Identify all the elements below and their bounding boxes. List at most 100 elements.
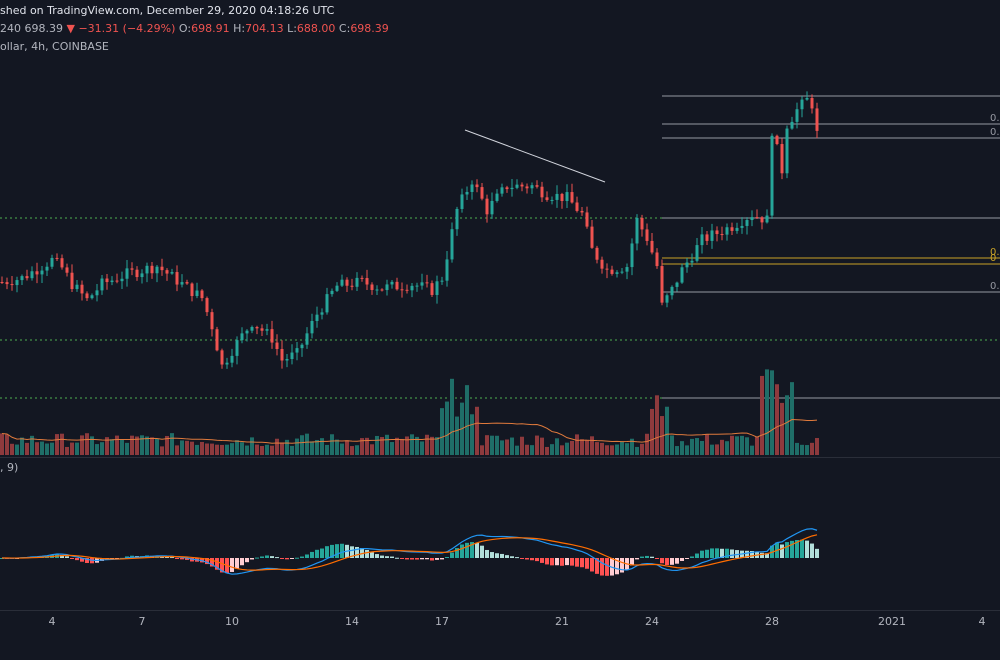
published-line: shed on TradingView.com, December 29, 20… [0, 4, 334, 17]
candle-body [775, 135, 779, 145]
volume-bar [480, 445, 484, 455]
volume-bar [185, 440, 189, 455]
candle-body [680, 267, 684, 283]
macd-histogram-bar [365, 549, 369, 558]
candle-body [135, 269, 139, 278]
candle-body [460, 194, 464, 209]
macd-histogram-bar [265, 555, 269, 558]
macd-histogram-bar [250, 558, 254, 560]
volume-bar [175, 445, 179, 455]
candle-body [440, 280, 444, 282]
volume-bar [400, 438, 404, 455]
macd-histogram-bar [185, 558, 189, 560]
macd-histogram-bar [470, 542, 474, 558]
volume-bar [300, 435, 304, 455]
candle-body [60, 258, 64, 268]
fib-label-5: 0 [990, 253, 996, 264]
candle-body [110, 280, 114, 283]
candle-body [140, 273, 144, 278]
macd-histogram-bar [270, 556, 274, 558]
macd-histogram-bar [515, 557, 519, 559]
volume-bar [40, 441, 44, 455]
x-tick-label-8: 2021 [878, 615, 906, 628]
candle-body [260, 328, 264, 331]
macd-histogram-bar [580, 558, 584, 568]
volume-bar [475, 406, 479, 455]
macd-histogram-bar [635, 558, 639, 560]
volume-bar [390, 442, 394, 455]
macd-histogram-bar [575, 558, 579, 567]
macd-histogram-bar [60, 554, 64, 558]
macd-histogram-bar [605, 558, 609, 576]
candle-body [345, 279, 349, 286]
candle-body [795, 109, 799, 122]
volume-bar [255, 444, 259, 455]
macd-histogram-bar [435, 558, 439, 560]
volume-bar [275, 438, 279, 455]
candle-body [420, 282, 424, 286]
volume-bar [95, 444, 99, 455]
macd-histogram-bar [585, 558, 589, 569]
macd-histogram-bar [215, 558, 219, 570]
candle-body [375, 289, 379, 291]
candle-body [665, 295, 669, 303]
candle-body [400, 289, 404, 291]
macd-histogram-bar [535, 558, 539, 562]
volume-bar [55, 434, 59, 455]
volume-bar [580, 439, 584, 455]
candle-body [10, 284, 14, 286]
volume-bar [10, 443, 14, 455]
candle-body [360, 277, 364, 279]
candle-body [735, 227, 739, 231]
macd-histogram-bar [230, 558, 234, 572]
volume-bar [85, 433, 89, 455]
macd-histogram-bar [395, 557, 399, 559]
volume-bar [815, 438, 819, 455]
volume-bar [590, 436, 594, 455]
volume-bar [280, 442, 284, 455]
candle-body [805, 98, 809, 100]
volume-bar [0, 433, 4, 455]
high-label: H: [233, 22, 246, 35]
volume-bar [495, 435, 499, 455]
volume-bar [700, 440, 704, 455]
open-label: O: [178, 22, 192, 35]
candle-body [625, 267, 629, 272]
candle-body [190, 283, 194, 297]
macd-histogram-bar [645, 555, 649, 558]
volume-bar [535, 435, 539, 455]
macd-histogram-bar [540, 558, 544, 563]
candle-body [815, 108, 819, 131]
volume-bar [530, 445, 534, 455]
macd-histogram-bar [400, 558, 404, 559]
macd-histogram-bar [680, 558, 684, 561]
candle-body [265, 329, 269, 331]
volume-bar [540, 437, 544, 455]
candle-body [535, 185, 539, 187]
volume-bar [710, 444, 714, 455]
macd-histogram-bar [810, 543, 814, 558]
candle-body [740, 225, 744, 228]
volume-bar [305, 433, 309, 455]
volume-bar [600, 442, 604, 455]
candle-body [270, 329, 274, 343]
candle-body [230, 355, 234, 363]
macd-histogram-bar [660, 558, 664, 564]
volume-bar [80, 435, 84, 455]
volume-bar [690, 438, 694, 455]
volume-bar [325, 444, 329, 455]
volume-bar [310, 441, 314, 455]
volume-bar [105, 437, 109, 455]
macd-histogram-bar [675, 558, 679, 564]
candle-body [720, 234, 724, 236]
volume-bar [270, 445, 274, 455]
candle-body [395, 281, 399, 290]
candle-body [575, 202, 579, 211]
volume-bar [725, 441, 729, 455]
macd-line [1, 528, 818, 575]
candle-body [365, 278, 369, 285]
volume-bar [120, 439, 124, 455]
candle-body [405, 289, 409, 291]
volume-bar [135, 436, 139, 455]
